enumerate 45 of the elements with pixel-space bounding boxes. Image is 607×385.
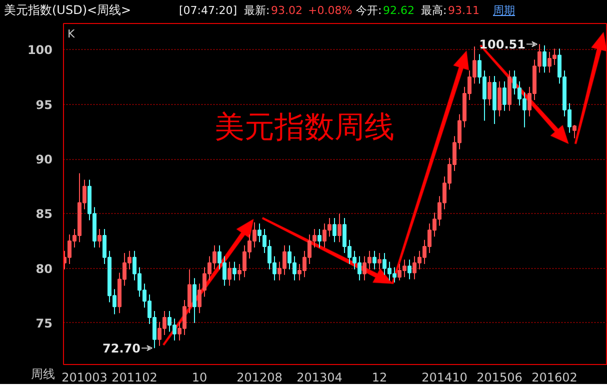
candlestick <box>498 80 502 117</box>
candlestick <box>372 250 376 270</box>
x-tick-label: 201208 <box>236 370 282 384</box>
annotation: 100.51 <box>479 38 526 52</box>
y-tick-label: 100 <box>27 43 53 58</box>
text: 92.62 <box>383 3 414 19</box>
text: [07:47:20] <box>179 3 237 19</box>
y-tick-label: 90 <box>36 152 53 167</box>
annotation: K <box>68 28 76 40</box>
candlestick <box>228 261 232 286</box>
x-tick-label: 201506 <box>476 370 522 384</box>
candlestick <box>542 44 546 74</box>
y-tick-label: 95 <box>36 98 53 112</box>
candlestick <box>408 259 412 280</box>
candlestick <box>332 218 336 243</box>
candlestick <box>338 213 342 243</box>
text: +0.08% <box>308 3 352 19</box>
x-tick-label: 201304 <box>296 370 342 384</box>
candlestick <box>488 75 492 106</box>
text: 93.02 <box>271 3 302 19</box>
x-tick-label: 201102 <box>112 370 158 384</box>
candlestick <box>378 252 382 270</box>
candlestick <box>572 124 576 139</box>
x-tick-label: 201003 <box>62 370 108 384</box>
text: 周线 <box>31 366 55 383</box>
y-tick-label: 75 <box>36 316 53 330</box>
annotation: 美元指数周线 <box>214 110 394 145</box>
candlestick <box>502 80 506 112</box>
text: 周期 <box>493 3 515 19</box>
text: 最高: <box>421 3 447 19</box>
text: 今开: <box>356 3 382 19</box>
x-tick-label: 201410 <box>422 370 468 384</box>
y-tick-label: 80 <box>36 262 53 276</box>
x-tick-label: 201602 <box>532 370 578 384</box>
annotation: 72.70 <box>102 342 141 356</box>
x-tick-label: 12 <box>372 370 388 384</box>
candlestick <box>318 228 322 248</box>
text: 最新: <box>244 3 270 19</box>
candlestick <box>192 278 196 324</box>
candlestick <box>232 261 236 281</box>
text: 93.11 <box>448 3 480 19</box>
x-tick-label: 10 <box>192 370 208 384</box>
chart-title: 美元指数(USD)<周线> <box>4 2 132 19</box>
candlestick <box>98 228 102 248</box>
y-tick-label: 85 <box>36 207 53 222</box>
